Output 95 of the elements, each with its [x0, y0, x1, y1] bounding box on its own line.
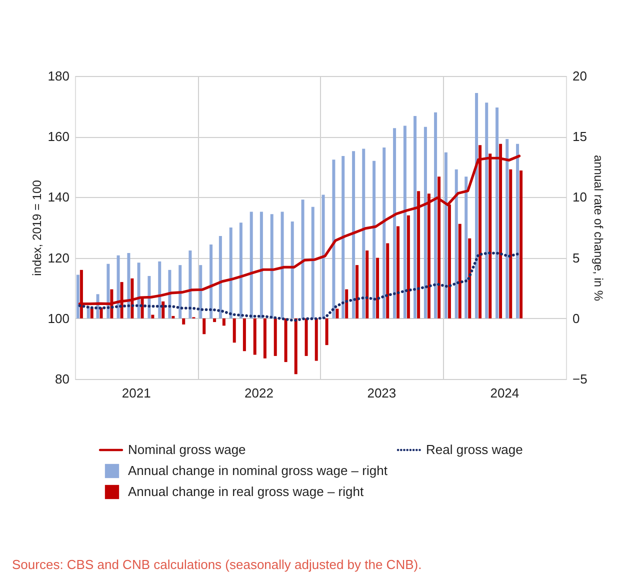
- bar: [172, 316, 175, 318]
- bar: [366, 250, 369, 318]
- y-tick-label: 160: [48, 129, 70, 144]
- bar: [352, 151, 356, 318]
- bar: [158, 261, 162, 318]
- bar: [294, 318, 298, 374]
- y-tick-label: 140: [48, 190, 70, 205]
- y2-axis-title: annual rate of change, in %: [591, 154, 606, 302]
- bar: [468, 238, 472, 318]
- bar: [386, 243, 390, 318]
- x-tick-label: 2023: [367, 386, 396, 400]
- y-tick-label: 180: [48, 68, 70, 84]
- legend-label: Nominal gross wage: [128, 442, 246, 457]
- bar: [424, 126, 427, 318]
- bar: [137, 262, 140, 318]
- bar: [253, 318, 256, 355]
- bar: [199, 265, 202, 318]
- bar: [336, 308, 339, 318]
- bar: [232, 318, 236, 343]
- y2-tick-label: −5: [572, 372, 588, 386]
- bar: [325, 318, 328, 346]
- bar: [270, 214, 274, 318]
- y-tick-label: 120: [48, 250, 70, 266]
- y-tick-label: 80: [55, 372, 70, 386]
- bar: [100, 307, 103, 318]
- bar: [301, 200, 304, 318]
- bar: [403, 126, 406, 318]
- legend-label: Annual change in real gross wage – right: [128, 484, 364, 499]
- bar: [393, 128, 396, 318]
- bar: [496, 108, 499, 318]
- y2-tick-label: 10: [572, 190, 587, 205]
- bar: [188, 250, 192, 318]
- y2-tick-label: 5: [572, 250, 580, 266]
- bar: [280, 212, 284, 318]
- bar: [106, 264, 110, 318]
- bar: [263, 318, 266, 358]
- source-note: Sources: CBS and CNB calculations (seasonally adjusted by the CNB).: [12, 557, 422, 572]
- bar: [376, 258, 380, 318]
- bar: [182, 318, 186, 324]
- bar: [284, 318, 288, 362]
- bar: [516, 144, 520, 318]
- bar: [311, 206, 314, 318]
- bar: [356, 265, 359, 318]
- bar: [242, 318, 246, 352]
- bar: [332, 160, 336, 318]
- legend-label: Real gross wage: [426, 442, 523, 457]
- bar: [458, 224, 462, 318]
- legend-label: Annual change in nominal gross wage – right: [128, 463, 388, 478]
- y-axis-title: index, 2019 = 100: [30, 180, 44, 276]
- bar: [260, 212, 263, 318]
- x-tick-label: 2021: [122, 386, 151, 400]
- bar: [434, 112, 438, 318]
- bar: [414, 116, 417, 318]
- bar: [464, 176, 468, 318]
- bar: [168, 270, 172, 318]
- bar: [314, 318, 318, 361]
- bar: [485, 102, 488, 318]
- bar: [304, 318, 308, 356]
- bar: [162, 301, 165, 318]
- bar: [210, 244, 213, 318]
- bar: [229, 228, 232, 318]
- y2-tick-label: 15: [572, 129, 587, 144]
- bar: [178, 265, 182, 318]
- bar: [322, 194, 325, 318]
- bar: [362, 148, 366, 318]
- bar: [396, 226, 400, 318]
- bar: [250, 212, 253, 318]
- x-tick-label: 2024: [490, 386, 520, 400]
- bar: [506, 139, 509, 318]
- bar: [444, 152, 448, 318]
- bar: [222, 318, 226, 326]
- bar: [151, 314, 154, 318]
- bar: [372, 160, 376, 318]
- bar: [509, 169, 512, 318]
- bar: [382, 148, 386, 318]
- y2-tick-label: 20: [572, 68, 587, 84]
- bar: [342, 156, 345, 318]
- line-series: [78, 252, 521, 322]
- bar: [475, 92, 478, 318]
- bar: [218, 236, 222, 318]
- bar: [116, 255, 120, 318]
- bar: [239, 222, 242, 318]
- bar: [406, 215, 410, 318]
- bar: [202, 318, 206, 334]
- bar: [345, 289, 348, 318]
- x-tick-label: 2022: [244, 386, 274, 400]
- bar: [290, 221, 294, 318]
- bar: [213, 318, 216, 322]
- bar: [274, 318, 277, 356]
- y-tick-label: 100: [48, 310, 70, 326]
- bar: [76, 274, 80, 318]
- y2-tick-label: 0: [572, 310, 580, 326]
- bar: [520, 170, 523, 318]
- bar: [127, 252, 130, 318]
- bar: [454, 169, 458, 318]
